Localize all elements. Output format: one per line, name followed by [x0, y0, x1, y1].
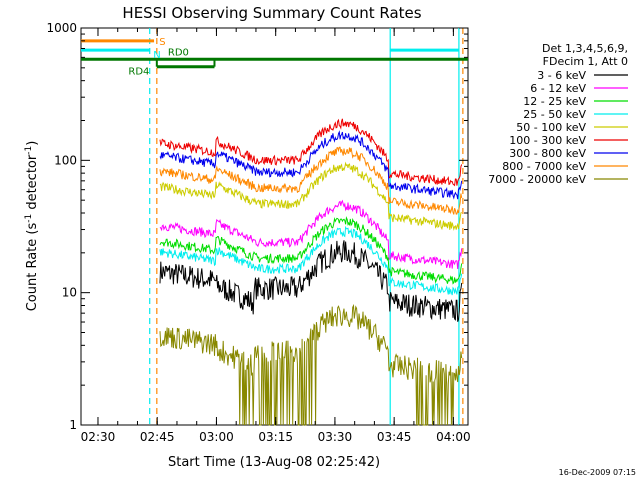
series-line-8: [159, 303, 463, 426]
legend-label: 50 - 100 keV: [516, 121, 586, 134]
series-line-2: [159, 216, 463, 285]
series-line-7: [159, 146, 463, 215]
series-line-0: [159, 240, 463, 322]
legend-label: 25 - 50 keV: [523, 108, 586, 121]
legend-label: 6 - 12 keV: [530, 82, 586, 95]
legend-label: 300 - 800 keV: [509, 147, 586, 160]
legend-label: 800 - 7000 keV: [502, 160, 586, 173]
flag-label-rd0: RD0: [168, 47, 189, 58]
legend-label: 3 - 6 keV: [537, 69, 586, 82]
x-tick-label: 02:45: [140, 430, 175, 444]
y-axis-label-sup1: -1: [24, 214, 34, 223]
axes: 02:30 02:45 03:00 03:15 03:30 03:45 04:00 1 10 10…: [46, 21, 470, 444]
legend-label: 100 - 300 keV: [509, 134, 586, 147]
legend-label: 7000 - 20000 keV: [488, 173, 586, 186]
flag-label-n: N: [153, 50, 160, 61]
series-line-5: [159, 118, 463, 187]
y-tick-label: 100: [54, 153, 77, 167]
x-axis-label: Start Time (13-Aug-08 02:25:42): [168, 455, 380, 470]
x-tick-label: 03:30: [318, 430, 353, 444]
x-tick-label: 02:30: [81, 430, 116, 444]
observing-flags: SN RD0 RD4: [81, 37, 468, 78]
flag-label-rd4: RD4: [128, 67, 149, 78]
x-tick-label: 03:15: [258, 430, 293, 444]
series-line-4: [159, 161, 462, 231]
legend-label: 12 - 25 keV: [523, 95, 586, 108]
series-lines: [159, 118, 463, 426]
y-axis-label-main: Count Rate (s: [25, 223, 40, 312]
y-axis-label-end: ): [25, 141, 40, 146]
y-axis-label: Count Rate (s-1 detector-1): [24, 141, 40, 312]
x-tick-label: 03:00: [199, 430, 234, 444]
legend-header-1: Det 1,3,4,5,6,9,: [542, 42, 628, 55]
series-line-1: [159, 199, 463, 269]
y-tick-label: 10: [62, 286, 77, 300]
flag-label-s: S: [159, 37, 165, 48]
y-tick-label: 1000: [46, 21, 77, 35]
chart-title: HESSI Observing Summary Count Rates: [122, 4, 421, 22]
y-axis-label-mid: detector: [25, 154, 40, 214]
footer-date: 16-Dec-2009 07:15: [559, 468, 636, 477]
legend: Det 1,3,4,5,6,9, FDecim 1, Att 0 3 - 6 k…: [488, 42, 628, 186]
series-line-3: [159, 225, 463, 296]
x-tick-label: 04:00: [436, 430, 471, 444]
series-line-6: [159, 130, 463, 200]
y-axis-label-sup2: -1: [24, 146, 34, 155]
x-tick-label: 03:45: [377, 430, 412, 444]
legend-header-2: FDecim 1, Att 0: [543, 55, 628, 68]
y-tick-label: 1: [69, 418, 77, 432]
